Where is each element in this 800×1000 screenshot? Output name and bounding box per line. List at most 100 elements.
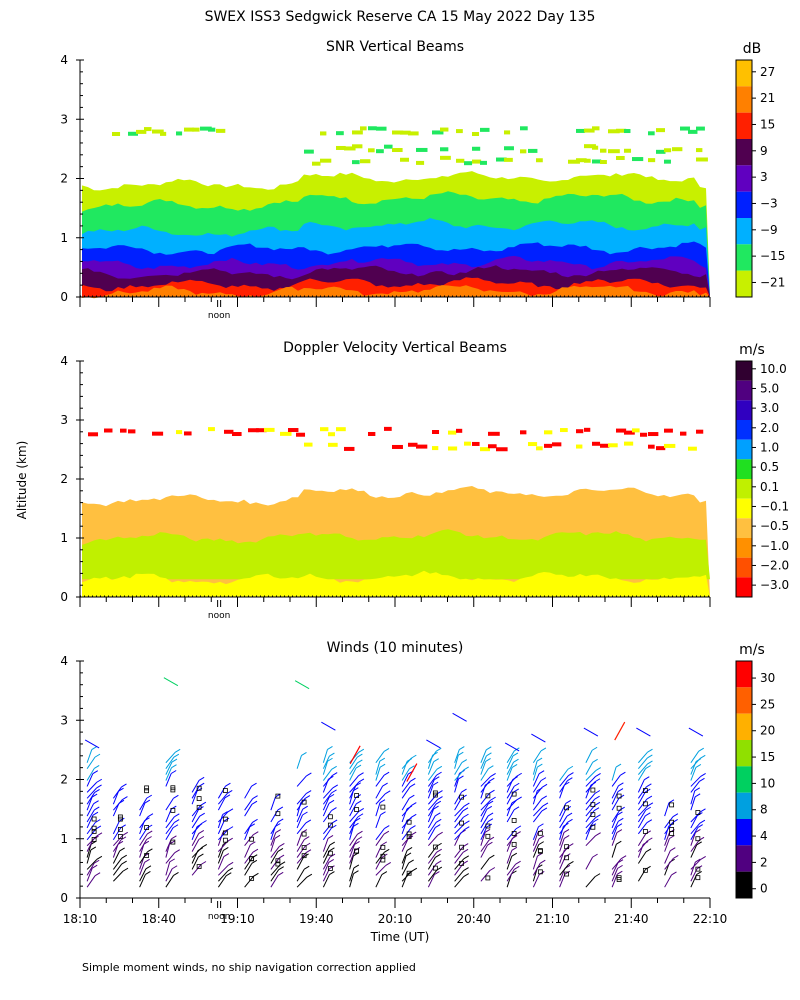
wind-barb-feather — [91, 864, 98, 869]
wind-barb — [585, 856, 594, 870]
upper-echo — [128, 131, 139, 136]
wind-barb-feather — [95, 825, 102, 830]
upper-echo — [416, 160, 425, 165]
wind-barb-feather — [617, 788, 624, 792]
wind-barb-feather — [511, 852, 518, 857]
wind-barb-feather — [144, 858, 150, 863]
colorbar-label: 21 — [760, 91, 775, 105]
wind-barb — [480, 832, 486, 846]
heatmap — [82, 126, 710, 299]
wind-barb — [504, 742, 520, 752]
wind-barb — [191, 839, 200, 852]
wind-barb-feather — [119, 847, 125, 852]
wind-barb — [217, 793, 228, 805]
wind-barb — [454, 778, 459, 793]
wind-barb-feather — [277, 806, 284, 811]
colorbar-label: −2.0 — [760, 558, 789, 572]
wind-barb — [480, 768, 489, 781]
wind-barb — [217, 870, 229, 882]
wind-barb-feather — [252, 795, 258, 800]
wind-barb — [428, 834, 439, 847]
wind-barb-feather — [645, 806, 652, 811]
wind-barb-feather — [459, 746, 465, 751]
panel-3: Winds (10 minutes) 0 1 2 3 4 18:10 18:40 19:10 19… — [60, 640, 775, 926]
wind-barb — [296, 755, 302, 769]
calm-marker — [196, 864, 202, 869]
wind-barb — [375, 865, 387, 876]
upper-echo — [472, 146, 481, 151]
wind-barb — [559, 874, 566, 888]
calm-marker — [590, 824, 596, 830]
wind-barb — [401, 862, 410, 876]
wind-barb-feather — [645, 848, 652, 853]
calm-marker — [590, 812, 596, 818]
wind-barb — [349, 756, 358, 769]
wind-barb-feather — [94, 806, 100, 811]
calm-marker — [354, 848, 360, 854]
wind-barb — [322, 768, 333, 781]
calm-marker — [669, 802, 675, 808]
wind-barb-feather — [568, 861, 574, 865]
wind-barb — [427, 808, 435, 823]
wind-barb — [688, 727, 704, 737]
wind-barb — [637, 751, 648, 764]
wind-barb — [191, 856, 199, 870]
colorbar-cell — [736, 871, 752, 898]
colorbar-units: m/s — [739, 342, 765, 358]
upper-echo — [320, 427, 329, 432]
calm-marker — [564, 871, 570, 877]
wind-barb — [349, 833, 358, 846]
wind-barb — [585, 876, 596, 888]
wind-barb-feather — [327, 745, 333, 750]
wind-barb — [532, 855, 538, 870]
wind-barb-feather — [615, 763, 622, 768]
colorbar-cell — [736, 687, 752, 714]
calm-marker — [695, 836, 701, 842]
colorbar-label: 0 — [760, 882, 768, 896]
y-tick-label: 0 — [60, 891, 68, 905]
wind-barb — [401, 786, 411, 799]
colorbar-cell — [736, 439, 752, 460]
wind-barb-feather — [331, 772, 338, 777]
upper-echo — [616, 128, 627, 133]
upper-echo — [416, 147, 428, 152]
wind-barb — [506, 799, 518, 811]
wind-barb-feather — [540, 777, 547, 782]
wind-barb-feather — [490, 773, 496, 777]
x-tick-label: 21:40 — [614, 912, 649, 926]
colorbar-cell — [736, 577, 752, 597]
upper-echo — [320, 131, 327, 136]
wind-barb-feather — [462, 843, 469, 847]
wind-barb-feather — [354, 841, 360, 845]
colorbar-label: −21 — [760, 275, 785, 289]
wind-barb — [349, 867, 355, 882]
wind-barb — [165, 852, 176, 864]
footnote: Simple moment winds, no ship navigation … — [82, 961, 416, 974]
wind-barb — [375, 828, 385, 841]
wind-barb — [112, 786, 122, 799]
wind-barb — [349, 785, 357, 799]
wind-barb — [559, 780, 568, 793]
wind-barb-feather — [670, 847, 676, 852]
upper-echo — [328, 432, 335, 437]
wind-barb — [427, 845, 438, 858]
calm-marker — [564, 844, 570, 850]
wind-barb-feather — [406, 846, 413, 851]
upper-echo — [592, 159, 602, 164]
wind-barb-feather — [513, 782, 520, 787]
wind-barb-feather — [410, 825, 416, 829]
wind-barb — [506, 802, 513, 817]
calm-marker — [485, 833, 491, 839]
calm-marker — [406, 834, 412, 840]
upper-echo — [320, 158, 332, 163]
wind-barb-feather — [171, 835, 177, 840]
wind-barb — [637, 840, 648, 852]
wind-barb-feather — [201, 844, 208, 848]
wind-barb — [244, 826, 251, 840]
wind-barb-feather — [618, 794, 625, 799]
y-tick-label: 2 — [60, 172, 68, 186]
upper-echo — [584, 128, 595, 133]
wind-barb-feather — [644, 776, 650, 781]
upper-echo — [528, 442, 538, 447]
wind-barb — [113, 870, 124, 882]
